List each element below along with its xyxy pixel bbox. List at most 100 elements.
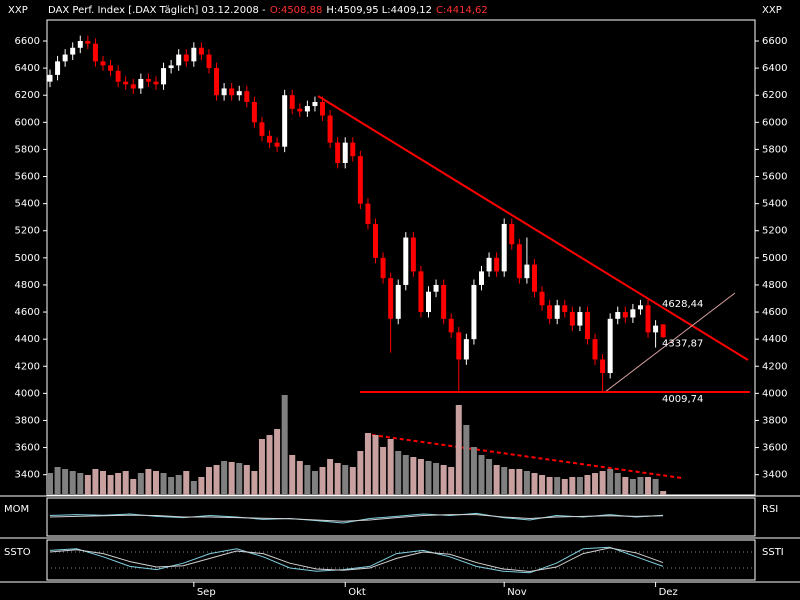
candle-body — [524, 264, 530, 279]
candle-body — [433, 284, 439, 292]
volume-bar — [637, 477, 644, 495]
candle-body — [55, 61, 61, 75]
y-tick-label: 4800 — [15, 280, 40, 291]
candle-body — [198, 47, 204, 55]
volume-bar — [251, 471, 258, 495]
candle-body — [410, 237, 416, 272]
volume-bar — [69, 471, 76, 495]
candle-body — [471, 284, 477, 340]
candle-body — [206, 54, 212, 69]
candle-body — [494, 257, 500, 272]
volume-bar — [652, 479, 659, 495]
volume-bar — [122, 471, 129, 495]
volume-bar — [137, 473, 144, 495]
volume-bar — [645, 477, 652, 495]
y-tick-label: 5200 — [15, 226, 40, 237]
indicator-line — [49, 547, 664, 573]
candle-body — [168, 65, 174, 69]
candle-body — [47, 74, 53, 82]
y-tick-label: 3400 — [762, 470, 787, 481]
volume-bar — [357, 451, 364, 495]
candle-body — [77, 41, 83, 48]
candle-body — [418, 271, 424, 313]
candle-body — [584, 312, 590, 340]
candle-body — [395, 284, 401, 319]
y-tick-label: 5600 — [762, 172, 787, 183]
volume-bar — [622, 477, 629, 495]
candle-body — [130, 84, 136, 89]
indicator-label: SSTO — [4, 547, 31, 558]
candle-body — [251, 101, 257, 123]
candle-body — [630, 309, 636, 318]
volume-bar — [334, 463, 341, 495]
volume-bar — [311, 471, 318, 495]
candle-body — [569, 312, 575, 326]
volume-bar — [539, 475, 546, 495]
candle-body — [509, 223, 515, 245]
volume-bar — [99, 471, 106, 495]
support-line — [604, 292, 736, 393]
volume-bar — [47, 473, 53, 495]
volume-bar — [463, 425, 470, 495]
candle-body — [531, 264, 537, 292]
candle-body — [244, 91, 250, 102]
annotation: 4628,44 — [662, 299, 703, 310]
y-tick-label: 5400 — [15, 199, 40, 210]
candle-body — [365, 203, 371, 224]
volume-trend — [371, 434, 683, 479]
y-tick-label: 5000 — [762, 253, 787, 264]
volume-bar — [190, 481, 197, 495]
candle-body — [267, 135, 273, 143]
y-tick-label: 6200 — [762, 90, 787, 101]
candle-body — [463, 339, 469, 360]
candle-body — [62, 54, 68, 62]
volume-bar — [410, 457, 417, 495]
volume-bar — [107, 475, 114, 495]
volume-bar — [523, 471, 530, 495]
volume-bar — [584, 475, 591, 495]
candle-body — [342, 142, 348, 163]
candle-body — [547, 305, 553, 319]
candle-body — [637, 305, 643, 310]
header-part: H:4509,95 L:4409,12 — [326, 5, 432, 16]
candle-body — [123, 81, 129, 85]
y-tick-label: 6400 — [15, 63, 40, 74]
y-tick-label: 6600 — [15, 36, 40, 47]
candle-body — [289, 95, 295, 109]
candle-body — [388, 278, 394, 319]
candle-body — [161, 68, 167, 85]
candle-body — [335, 142, 341, 163]
volume-bar — [607, 469, 614, 495]
volume-bar — [433, 463, 440, 495]
candle-body — [592, 339, 598, 360]
y-tick-label: 4600 — [15, 307, 40, 318]
header-part: O:4508,88 — [270, 5, 322, 16]
annotation: 4337,87 — [662, 339, 703, 350]
candle-body — [229, 88, 235, 96]
volume-bar — [266, 435, 273, 495]
candle-body — [645, 305, 651, 333]
candle-body — [486, 257, 492, 272]
y-tick-label: 6600 — [762, 36, 787, 47]
indicator-label: RSI — [762, 504, 778, 515]
y-tick-label: 5400 — [762, 199, 787, 210]
candle-body — [70, 47, 76, 55]
candle-body — [221, 88, 227, 96]
volume-bar — [364, 433, 371, 495]
candle-body — [236, 91, 242, 96]
volume-bar — [221, 461, 228, 495]
volume-bar — [274, 429, 281, 495]
candle-body — [304, 106, 310, 112]
candle-body — [191, 47, 197, 62]
volume-bar — [372, 435, 379, 495]
volume-bar — [531, 473, 538, 495]
candle-body — [327, 115, 333, 143]
candle-body — [456, 332, 462, 360]
indicator-label: SSTI — [762, 547, 784, 558]
header: DAX Perf. Index [.DAX Täglich] 03.12.200… — [48, 5, 488, 16]
volume-bar — [508, 469, 515, 495]
volume-bar — [417, 459, 424, 495]
volume-bar — [599, 471, 606, 495]
candle-body — [92, 43, 98, 62]
volume-bar — [183, 471, 190, 495]
